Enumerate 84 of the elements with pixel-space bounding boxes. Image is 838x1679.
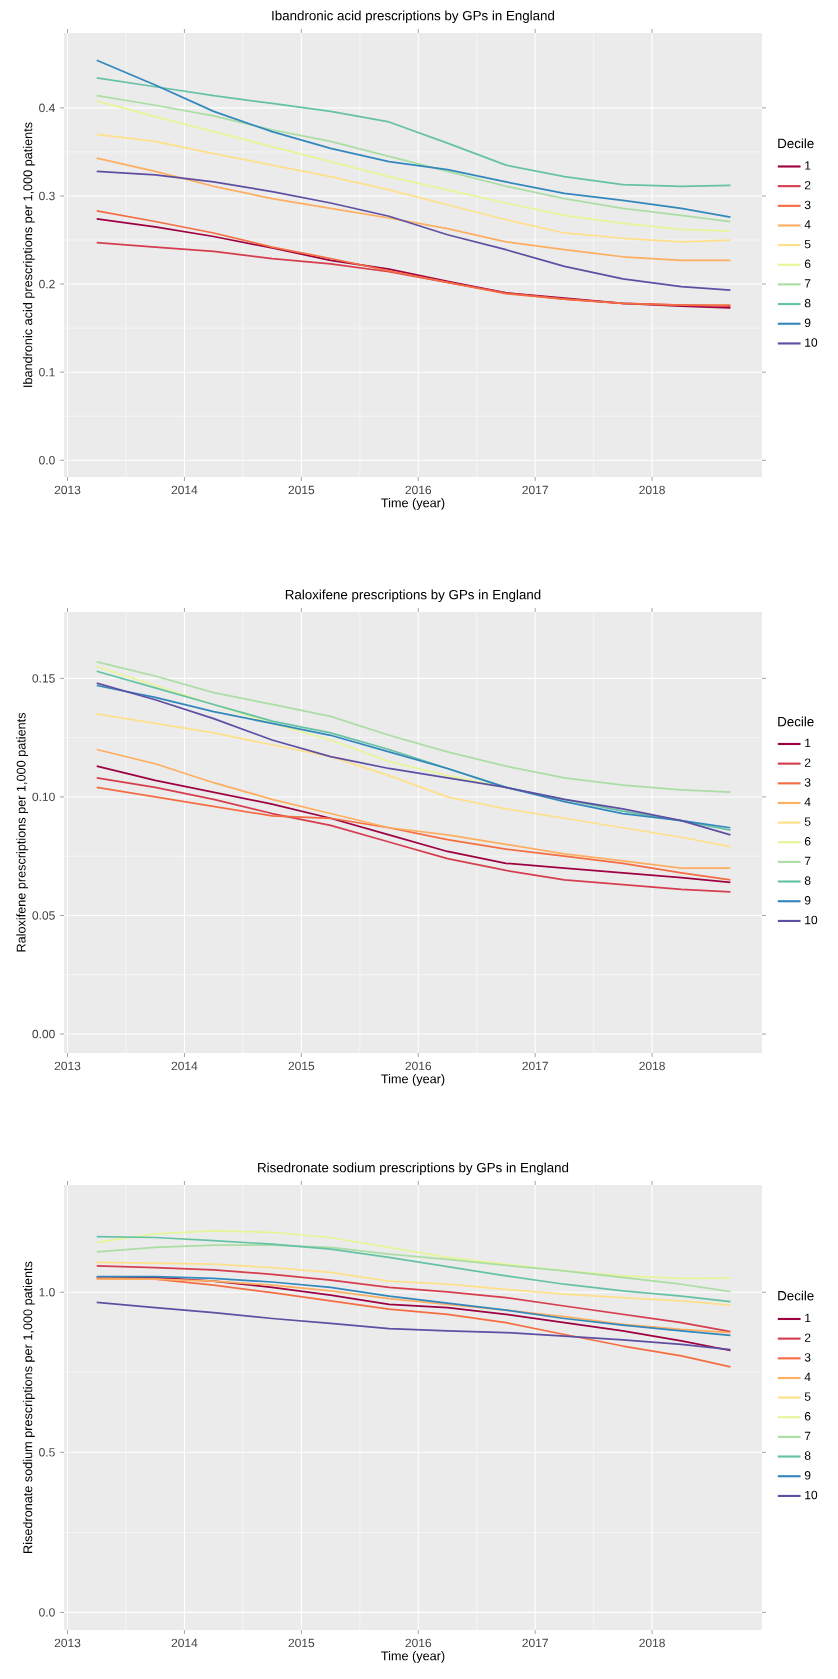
legend-label: 3 [804, 1353, 811, 1362]
line-series [95, 1235, 732, 1303]
y-tick-label: 0.1 [39, 367, 55, 377]
x-tick-label: 2013 [54, 1638, 81, 1648]
x-tick-label: 2014 [171, 485, 198, 495]
line-series [95, 748, 732, 869]
x-tick-label: 2016 [405, 1061, 432, 1071]
chart-title: Ibandronic acid prescriptions by GPs in England [272, 10, 555, 23]
legend-label: 2 [804, 758, 811, 767]
legend-title: Decile [778, 138, 814, 149]
x-tick-label: 2014 [171, 1638, 198, 1648]
line-series [95, 1301, 732, 1351]
legend-label: 10 [805, 1490, 818, 1500]
x-tick-label: 2016 [405, 485, 432, 495]
legend-label: 1 [805, 738, 811, 748]
line-series [95, 1229, 732, 1280]
line-series [95, 660, 732, 794]
legend-label: 10 [805, 915, 818, 925]
y-tick-label: 0.0 [39, 456, 55, 465]
y-axis-title: Raloxifene prescriptions per 1,000 patients [16, 712, 29, 952]
legend-label: 5 [804, 239, 811, 249]
line-series [95, 133, 732, 243]
legend-label: 5 [804, 817, 811, 826]
legend-label: 7 [804, 279, 811, 288]
x-tick-label: 2015 [288, 1638, 315, 1648]
legend-label: 3 [804, 778, 811, 787]
y-tick-label: 0.2 [39, 279, 55, 289]
y-tick-label: 0.05 [32, 911, 55, 920]
y-axis-title: Ibandronic acid prescriptions per 1,000 patients [22, 122, 35, 387]
x-tick-label: 2018 [639, 1061, 665, 1071]
legend-label: 7 [804, 1431, 811, 1440]
y-tick-label: 0.3 [39, 191, 55, 201]
legend-label: 8 [804, 298, 811, 308]
legend-label: 3 [804, 200, 811, 210]
x-axis-title: Time (year) [381, 1651, 445, 1663]
x-axis-title: Time (year) [381, 498, 445, 510]
legend-label: 6 [804, 259, 811, 269]
y-tick-label: 0.15 [32, 674, 55, 683]
legend-label: 4 [804, 1372, 811, 1382]
x-tick-label: 2016 [405, 1638, 432, 1648]
legend-label: 9 [804, 896, 811, 905]
y-tick-label: 0.5 [39, 1448, 55, 1457]
legend-title: Decile [778, 716, 814, 727]
legend-title: Decile [778, 1290, 814, 1301]
y-tick-label: 0.00 [32, 1029, 55, 1039]
x-tick-label: 2013 [54, 485, 81, 495]
line-series [95, 59, 732, 218]
chart-title: Raloxifene prescriptions by GPs in England [285, 589, 541, 602]
legend-label: 8 [804, 876, 811, 885]
y-tick-label: 0.10 [32, 792, 55, 802]
legend-label: 4 [804, 220, 811, 229]
line-series [95, 170, 732, 292]
x-tick-label: 2017 [522, 485, 548, 495]
x-tick-label: 2015 [288, 1061, 315, 1071]
legend-label: 2 [804, 1333, 811, 1342]
line-series [95, 157, 732, 262]
x-tick-label: 2018 [639, 485, 665, 495]
x-tick-label: 2014 [171, 1061, 198, 1071]
legend-label: 5 [804, 1392, 811, 1401]
y-tick-label: 0.4 [39, 103, 55, 113]
line-series [95, 1276, 732, 1368]
legend-label: 6 [804, 1412, 811, 1421]
legend-label: 9 [804, 1471, 811, 1480]
line-series [95, 1261, 732, 1306]
legend-label: 10 [805, 338, 818, 347]
chart-title: Risedronate sodium prescriptions by GPs in England [258, 1162, 569, 1175]
x-tick-label: 2017 [522, 1061, 548, 1071]
legend-label: 2 [804, 180, 811, 190]
legend-label: 9 [804, 318, 811, 328]
legend-label: 7 [804, 856, 811, 865]
legend-label: 6 [804, 837, 811, 846]
x-tick-label: 2018 [639, 1638, 665, 1648]
x-tick-label: 2013 [54, 1061, 81, 1071]
y-tick-label: 1.0 [39, 1287, 55, 1297]
x-axis-title: Time (year) [381, 1074, 445, 1086]
legend-label: 8 [804, 1451, 811, 1460]
x-tick-label: 2017 [522, 1638, 548, 1648]
legend-label: 4 [804, 797, 811, 807]
legend-label: 1 [805, 1313, 811, 1323]
x-tick-label: 2015 [288, 485, 315, 495]
y-tick-label: 0.0 [39, 1608, 55, 1617]
line-series [95, 77, 732, 188]
y-axis-title: Risedronate sodium prescriptions per 1,000 patients [22, 1261, 35, 1553]
legend-label: 1 [805, 161, 811, 170]
